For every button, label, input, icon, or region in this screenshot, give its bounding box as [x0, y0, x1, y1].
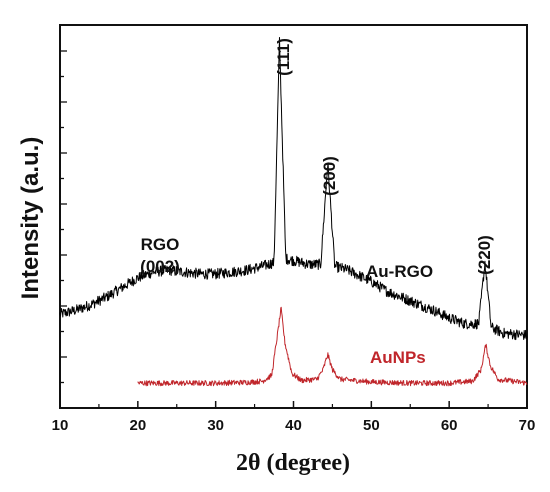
x-axis-ticks: 10 20 30 40 50 60 70 [52, 401, 536, 434]
x-tick-label: 70 [519, 417, 536, 434]
au-rgo-curve-label: Au-RGO [366, 262, 433, 281]
x-tick-label: 20 [129, 417, 146, 434]
rgo-label: RGO [141, 235, 180, 254]
y-axis-title: Intensity (a.u.) [17, 137, 44, 300]
peak-220-label: (220) [475, 235, 494, 275]
x-tick-label: 50 [363, 417, 380, 434]
peak-200-label: (200) [320, 156, 339, 196]
curves [59, 37, 528, 387]
x-tick-label: 30 [207, 417, 224, 434]
x-tick-label: 60 [441, 417, 458, 434]
x-tick-label: 40 [285, 417, 302, 434]
aunps-curve-label: AuNPs [370, 348, 426, 367]
peak-111-label: (111) [274, 38, 293, 76]
series-line-aunps [137, 306, 528, 387]
x-axis-title: 2θ (degree) [236, 450, 350, 476]
y-axis-ticks [60, 50, 67, 384]
x-tick-label: 10 [52, 417, 69, 434]
rgo-002-label: (002) [140, 257, 180, 276]
series-line-au-rgo [59, 37, 528, 341]
plot-frame [59, 24, 528, 409]
